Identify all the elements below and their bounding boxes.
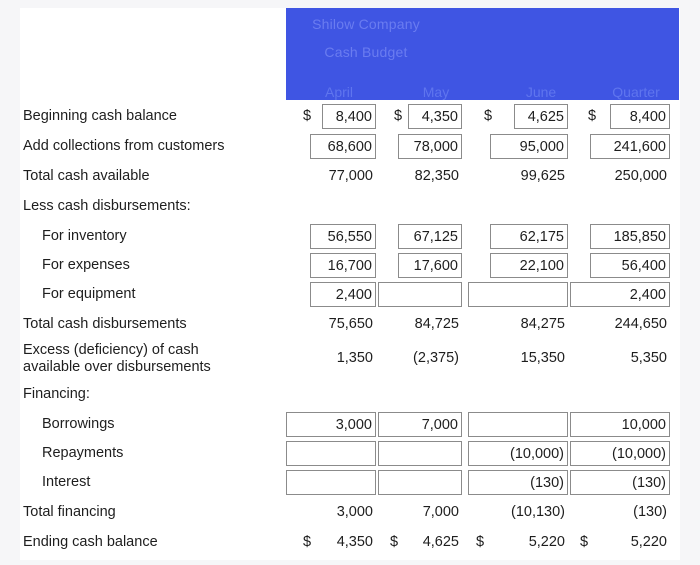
row-label: Total cash disbursements bbox=[23, 316, 187, 332]
cell-april[interactable]: 16,700 bbox=[310, 253, 376, 278]
cell-quarter[interactable]: (130) bbox=[570, 470, 670, 495]
row-total-available: Total cash available 77,000 82,350 99,62… bbox=[20, 162, 680, 191]
cell-april[interactable]: 56,550 bbox=[310, 224, 376, 249]
row-excess: Excess (deficiency) of cash available ov… bbox=[20, 338, 680, 380]
cell-may[interactable]: 17,600 bbox=[398, 253, 462, 278]
col-head-may: May bbox=[422, 84, 450, 100]
cell-april[interactable]: 3,000 bbox=[286, 412, 376, 437]
row-beginning: Beginning cash balance $ 8,400 $ 4,350 $… bbox=[20, 102, 680, 131]
cell-june[interactable]: (10,000) bbox=[468, 441, 568, 466]
cell-may: 82,350 bbox=[414, 168, 459, 184]
col-head-june: June bbox=[525, 84, 557, 100]
cell-quarter[interactable]: 8,400 bbox=[610, 104, 670, 129]
header-band: Shilow Company Cash Budget April May Jun… bbox=[286, 8, 679, 100]
row-total-financing: Total financing 3,000 7,000 (10,130) (13… bbox=[20, 498, 680, 527]
row-label: Interest bbox=[42, 474, 91, 490]
dollar-sign: $ bbox=[303, 108, 312, 124]
cell-quarter: 250,000 bbox=[614, 168, 667, 184]
row-label: Beginning cash balance bbox=[23, 108, 177, 124]
row-label: Repayments bbox=[42, 445, 124, 461]
dollar-sign: $ bbox=[580, 534, 589, 550]
cell-april: 1,350 bbox=[336, 350, 373, 366]
cell-april[interactable]: 2,400 bbox=[310, 282, 376, 307]
cell-june[interactable] bbox=[468, 412, 568, 437]
cell-april[interactable]: 8,400 bbox=[322, 104, 376, 129]
cell-april: 4,350 bbox=[336, 534, 373, 550]
row-borrowings: Borrowings 3,000 7,000 10,000 bbox=[20, 410, 680, 439]
dollar-sign: $ bbox=[394, 108, 403, 124]
row-label: For equipment bbox=[42, 286, 136, 302]
cell-june[interactable]: 95,000 bbox=[490, 134, 568, 159]
row-interest: Interest (130) (130) bbox=[20, 468, 680, 497]
row-repayments: Repayments (10,000) (10,000) bbox=[20, 439, 680, 468]
row-label: Total cash available bbox=[23, 168, 150, 184]
row-label: For expenses bbox=[42, 257, 130, 273]
row-label: Borrowings bbox=[42, 416, 115, 432]
col-head-quarter: Quarter bbox=[612, 84, 660, 100]
row-collections: Add collections from customers 68,600 78… bbox=[20, 132, 680, 161]
cell-june[interactable] bbox=[468, 282, 568, 307]
cell-may: 84,725 bbox=[414, 316, 459, 332]
row-expenses: For expenses 16,700 17,600 22,100 56,400 bbox=[20, 251, 680, 280]
cell-april[interactable] bbox=[286, 470, 376, 495]
cell-june[interactable]: 4,625 bbox=[514, 104, 568, 129]
dollar-sign: $ bbox=[476, 534, 485, 550]
row-label: Financing: bbox=[23, 386, 90, 402]
cell-april[interactable] bbox=[286, 441, 376, 466]
row-label: Ending cash balance bbox=[23, 534, 158, 550]
cell-may: 4,625 bbox=[422, 534, 459, 550]
cell-quarter: 244,650 bbox=[614, 316, 667, 332]
cell-june: 84,275 bbox=[520, 316, 565, 332]
cell-may: 7,000 bbox=[422, 504, 459, 520]
row-less-disbursements: Less cash disbursements: bbox=[20, 192, 680, 221]
dollar-sign: $ bbox=[390, 534, 399, 550]
cell-quarter[interactable]: 2,400 bbox=[570, 282, 670, 307]
cell-quarter[interactable]: 56,400 bbox=[590, 253, 670, 278]
row-total-disbursements: Total cash disbursements 75,650 84,725 8… bbox=[20, 310, 680, 339]
cell-june: 15,350 bbox=[520, 350, 565, 366]
cell-quarter: (130) bbox=[633, 504, 667, 520]
dollar-sign: $ bbox=[484, 108, 493, 124]
cell-june[interactable]: 22,100 bbox=[490, 253, 568, 278]
row-label-line2: available over disbursements bbox=[23, 359, 211, 375]
cell-may[interactable]: 4,350 bbox=[408, 104, 462, 129]
cell-quarter: 5,350 bbox=[630, 350, 667, 366]
col-head-april: April bbox=[324, 84, 353, 100]
cell-may[interactable]: 7,000 bbox=[378, 412, 462, 437]
cell-may[interactable]: 67,125 bbox=[398, 224, 462, 249]
cell-april: 77,000 bbox=[328, 168, 373, 184]
budget-subtitle: Cash Budget bbox=[324, 44, 408, 60]
dollar-sign: $ bbox=[588, 108, 597, 124]
cell-may: (2,375) bbox=[413, 350, 459, 366]
cell-quarter[interactable]: 10,000 bbox=[570, 412, 670, 437]
cell-april[interactable]: 68,600 bbox=[310, 134, 376, 159]
cell-june: 99,625 bbox=[520, 168, 565, 184]
row-label: Total financing bbox=[23, 504, 116, 520]
cell-april: 3,000 bbox=[336, 504, 373, 520]
cell-may[interactable] bbox=[378, 470, 462, 495]
cell-may[interactable]: 78,000 bbox=[398, 134, 462, 159]
row-financing: Financing: bbox=[20, 380, 680, 409]
cell-june[interactable]: 62,175 bbox=[490, 224, 568, 249]
cell-april: 75,650 bbox=[328, 316, 373, 332]
cash-budget-sheet: Shilow Company Cash Budget April May Jun… bbox=[20, 8, 680, 560]
cell-quarter[interactable]: 185,850 bbox=[590, 224, 670, 249]
company-name: Shilow Company bbox=[312, 16, 420, 32]
row-inventory: For inventory 56,550 67,125 62,175 185,8… bbox=[20, 222, 680, 251]
cell-quarter[interactable]: 241,600 bbox=[590, 134, 670, 159]
cell-june[interactable]: (130) bbox=[468, 470, 568, 495]
cell-june: (10,130) bbox=[510, 504, 565, 520]
cell-may[interactable] bbox=[378, 282, 462, 307]
dollar-sign: $ bbox=[303, 534, 312, 550]
row-label: For inventory bbox=[42, 228, 127, 244]
cell-may[interactable] bbox=[378, 441, 462, 466]
row-ending: Ending cash balance $ 4,350 $ 4,625 $ 5,… bbox=[20, 528, 680, 557]
cell-june: 5,220 bbox=[528, 534, 565, 550]
row-label: Less cash disbursements: bbox=[23, 198, 191, 214]
row-label: Add collections from customers bbox=[23, 138, 225, 154]
row-label-line1: Excess (deficiency) of cash bbox=[23, 342, 199, 358]
cell-quarter: 5,220 bbox=[630, 534, 667, 550]
row-equipment: For equipment 2,400 2,400 bbox=[20, 280, 680, 309]
cell-quarter[interactable]: (10,000) bbox=[570, 441, 670, 466]
